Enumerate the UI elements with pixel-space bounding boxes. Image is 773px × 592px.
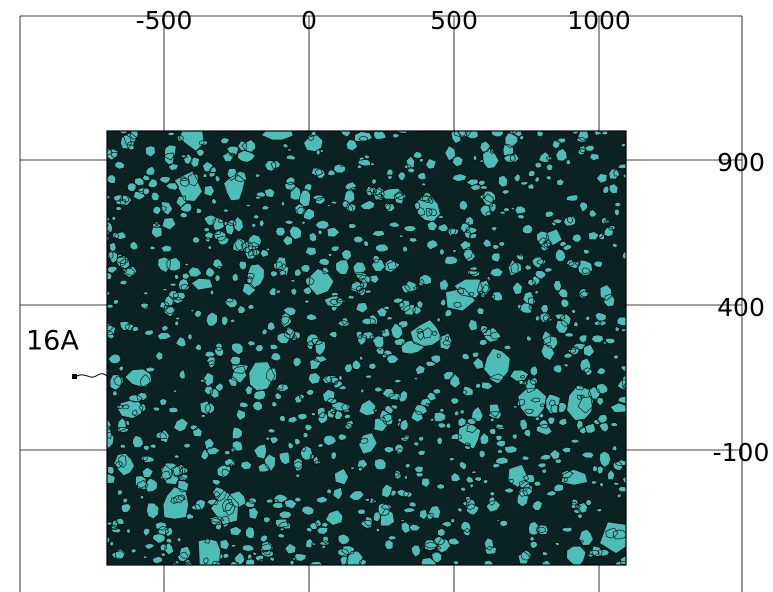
- y-tick-label: 400: [717, 293, 765, 322]
- annotation-leader: [76, 373, 108, 378]
- annotation-marker: [72, 374, 77, 379]
- x-tick-label: -500: [136, 6, 193, 35]
- x-tick-label: 500: [430, 6, 478, 35]
- tick-labels: -500 0 500 1000 900 400 -100: [136, 6, 770, 467]
- map-border: [106, 130, 627, 566]
- grain-map: [107, 131, 626, 565]
- grains: [107, 131, 626, 565]
- x-tick-label: 0: [301, 6, 317, 35]
- y-tick-label: -100: [713, 438, 770, 467]
- x-tick-label: 1000: [567, 6, 631, 35]
- annotation-label: 16A: [26, 326, 79, 357]
- y-tick-label: 900: [717, 148, 765, 177]
